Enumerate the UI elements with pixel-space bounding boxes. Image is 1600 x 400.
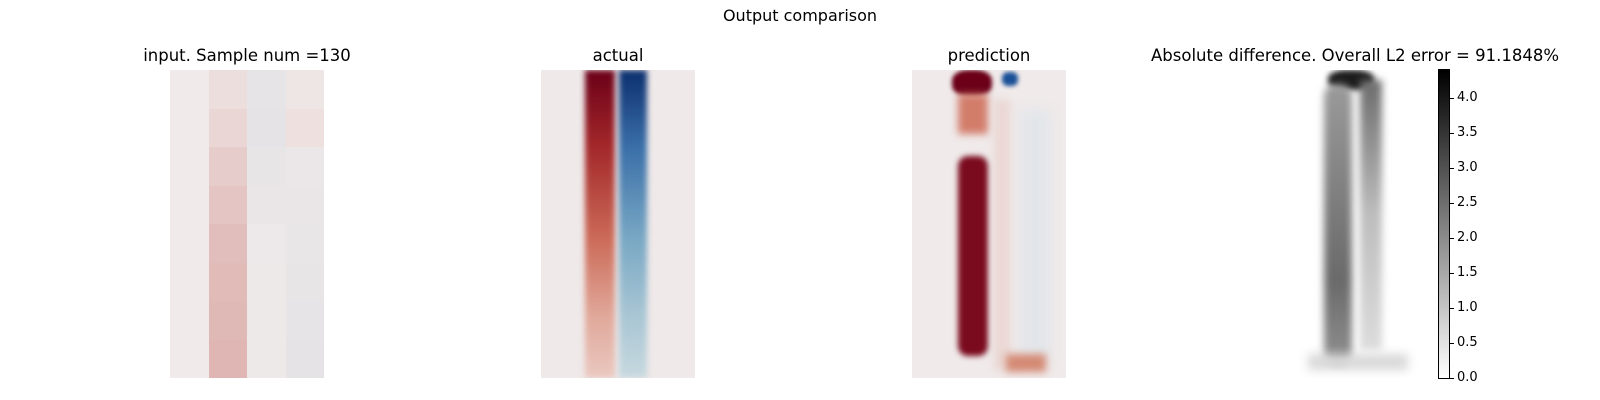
colorbar-tick-mark [1449, 378, 1454, 379]
input-cell-r3-c0 [170, 185, 209, 224]
colorbar-tick-label: 3.5 [1457, 125, 1478, 140]
input-cell-r7-c0 [170, 339, 209, 378]
panel-title-abs-difference: Absolute difference. Overall L2 error = … [1151, 46, 1559, 65]
input-cell-r6-c3 [285, 301, 324, 340]
colorbar-tick-mark [1449, 133, 1454, 134]
colorbar-tick-label: 1.0 [1457, 300, 1478, 315]
input-cell-r0-c0 [170, 70, 209, 109]
pred-right-shade [1020, 110, 1050, 360]
input-cell-r1-c3 [285, 108, 324, 147]
input-cell-r7-c3 [285, 339, 324, 378]
input-cell-r3-c3 [285, 185, 324, 224]
input-cell-r6-c1 [208, 301, 247, 340]
colorbar-tick-mark [1449, 203, 1454, 204]
input-cell-r4-c1 [208, 224, 247, 263]
diff-right-column [1360, 80, 1382, 350]
input-cell-r6-c2 [247, 301, 286, 340]
actual-red-band [585, 70, 615, 378]
input-cell-r2-c3 [285, 147, 324, 186]
input-cell-r5-c3 [285, 262, 324, 301]
input-grid [170, 70, 324, 378]
abs-difference-heatmap [1278, 70, 1432, 378]
pred-red-column [958, 156, 988, 356]
colorbar-tick-label: 1.5 [1457, 265, 1478, 280]
input-cell-r1-c2 [247, 108, 286, 147]
colorbar-tick-mark [1449, 238, 1454, 239]
colorbar-tick-label: 0.5 [1457, 335, 1478, 350]
actual-blue-band [619, 70, 647, 378]
input-cell-r4-c0 [170, 224, 209, 263]
colorbar-tick-label: 4.0 [1457, 90, 1478, 105]
input-cell-r1-c1 [208, 108, 247, 147]
input-cell-r2-c2 [247, 147, 286, 186]
pred-top-blue-blob [1002, 72, 1018, 86]
pred-top-red-blob [952, 70, 992, 96]
input-cell-r0-c1 [208, 70, 247, 109]
input-cell-r0-c3 [285, 70, 324, 109]
diff-left-column [1324, 84, 1352, 364]
colorbar [1438, 69, 1450, 379]
pred-upper-red [958, 94, 988, 134]
input-heatmap [170, 70, 324, 378]
input-cell-r3-c1 [208, 185, 247, 224]
input-cell-r2-c0 [170, 147, 209, 186]
colorbar-tick-mark [1449, 273, 1454, 274]
figure-title: Output comparison [722, 6, 878, 25]
panel-title-prediction: prediction [947, 46, 1031, 65]
input-cell-r6-c0 [170, 301, 209, 340]
diff-bottom [1308, 354, 1408, 370]
colorbar-tick-mark [1449, 343, 1454, 344]
colorbar-tick-label: 2.5 [1457, 195, 1478, 210]
prediction-heatmap [912, 70, 1066, 378]
input-cell-r7-c2 [247, 339, 286, 378]
input-cell-r1-c0 [170, 108, 209, 147]
colorbar-tick-label: 0.0 [1457, 370, 1478, 385]
colorbar-tick-mark [1449, 308, 1454, 309]
input-cell-r4-c3 [285, 224, 324, 263]
input-cell-r5-c2 [247, 262, 286, 301]
colorbar-tick-label: 3.0 [1457, 160, 1478, 175]
input-cell-r0-c2 [247, 70, 286, 109]
pred-side-streak [994, 100, 1010, 370]
pred-bottom-red [1006, 354, 1046, 372]
input-cell-r2-c1 [208, 147, 247, 186]
colorbar-tick-label: 2.0 [1457, 230, 1478, 245]
colorbar-tick-mark [1449, 98, 1454, 99]
colorbar-tick-mark [1449, 168, 1454, 169]
input-cell-r4-c2 [247, 224, 286, 263]
input-cell-r5-c0 [170, 262, 209, 301]
input-cell-r7-c1 [208, 339, 247, 378]
actual-heatmap [541, 70, 695, 378]
panel-title-input: input. Sample num =130 [143, 46, 351, 65]
input-cell-r5-c1 [208, 262, 247, 301]
panel-title-actual: actual [592, 46, 644, 65]
input-cell-r3-c2 [247, 185, 286, 224]
